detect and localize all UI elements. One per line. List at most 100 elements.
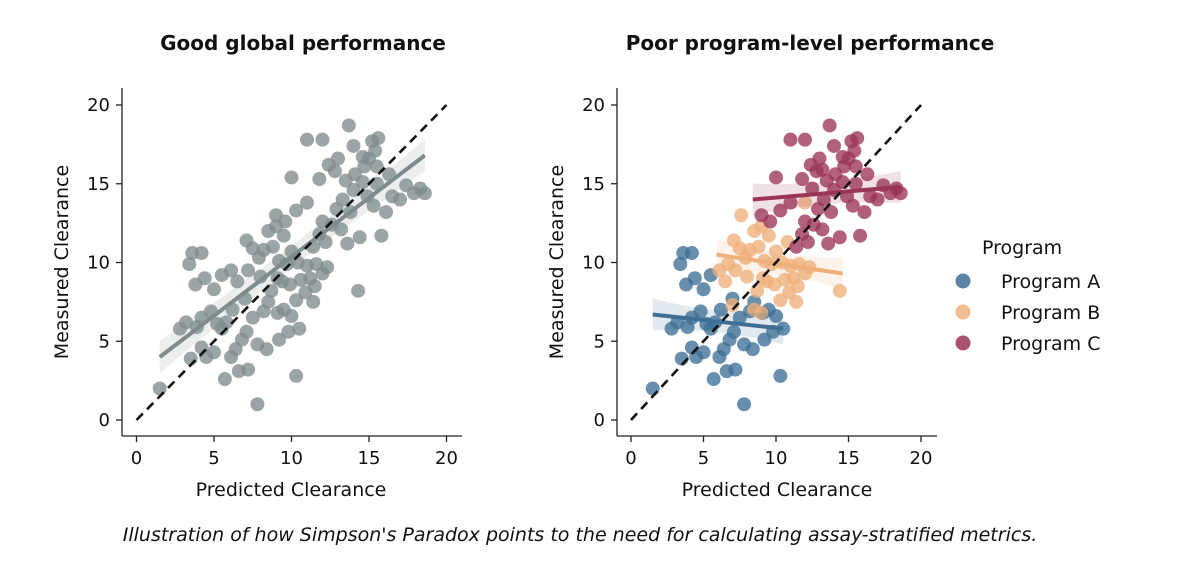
y-tick-label: 15	[87, 174, 110, 195]
point-program-c	[789, 239, 804, 254]
point-program-b	[725, 298, 740, 313]
point-all-programs	[292, 321, 307, 336]
point-program-b	[726, 233, 741, 248]
point-program-b	[740, 269, 754, 284]
point-program-c	[893, 186, 908, 201]
point-all-programs	[289, 203, 304, 218]
point-all-programs	[152, 381, 167, 396]
point-program-c	[816, 192, 831, 207]
legend-marker-program-c	[955, 335, 971, 351]
point-program-c	[773, 203, 788, 218]
point-all-programs	[182, 257, 197, 272]
point-all-programs	[281, 324, 296, 339]
legend-label-program-c: Program C	[1001, 333, 1100, 355]
trend-program-c	[752, 184, 901, 202]
point-program-c	[769, 170, 783, 185]
point-program-a	[769, 309, 783, 324]
point-program-b	[718, 274, 733, 289]
point-program-c	[815, 222, 830, 237]
x-axis-label: Predicted Clearance	[196, 479, 387, 501]
point-program-a	[737, 337, 752, 352]
point-program-a	[719, 364, 734, 379]
identity-line	[135, 104, 448, 421]
panel-global: Good global performance Predicted Cleara…	[51, 31, 462, 501]
point-program-a	[773, 368, 788, 383]
point-all-programs	[331, 151, 345, 166]
trend-all	[158, 153, 427, 359]
figure-caption: Illustration of how Simpson's Paradox po…	[122, 524, 1038, 546]
trend-program-b	[716, 252, 843, 276]
point-program-c	[763, 214, 778, 229]
point-program-a	[684, 246, 699, 261]
point-program-b	[754, 305, 769, 320]
y-axis-label: Measured Clearance	[51, 165, 73, 359]
point-all-programs	[374, 228, 389, 243]
point-all-programs	[224, 263, 239, 278]
point-all-programs	[406, 186, 421, 201]
point-program-a	[712, 350, 727, 364]
y-tick-label: 10	[582, 253, 605, 274]
y-axis-label: Measured Clearance	[546, 165, 568, 359]
point-program-a	[696, 345, 711, 360]
legend-marker-program-b	[955, 304, 971, 320]
point-all-programs	[239, 324, 254, 339]
x-tick-label: 5	[698, 448, 709, 469]
point-program-a	[693, 304, 708, 319]
point-all-programs	[276, 228, 291, 243]
point-all-programs	[352, 230, 367, 245]
trend-lines	[630, 104, 922, 421]
point-program-c	[848, 176, 863, 191]
point-program-b	[769, 244, 783, 259]
axis-ticks: 0 5 10 15 20 0 5 10 15 20	[582, 88, 937, 469]
point-all-programs	[265, 239, 280, 254]
y-tick-label: 5	[99, 331, 110, 352]
point-program-a	[732, 310, 747, 325]
point-all-programs	[355, 175, 370, 190]
point-all-programs	[230, 274, 245, 289]
point-program-b	[751, 239, 766, 254]
x-tick-label: 10	[280, 448, 303, 469]
point-program-c	[812, 151, 827, 166]
point-program-c	[795, 172, 810, 187]
x-tick-label: 5	[208, 448, 219, 469]
x-tick-label: 10	[765, 448, 788, 469]
point-all-programs	[300, 132, 314, 147]
point-all-programs	[194, 246, 209, 261]
point-all-programs	[320, 260, 335, 275]
point-program-c	[853, 228, 868, 243]
x-tick-label: 0	[625, 448, 636, 469]
point-all-programs	[293, 272, 308, 287]
point-program-c	[860, 167, 875, 182]
x-tick-label: 20	[435, 448, 458, 469]
point-all-programs	[207, 345, 221, 360]
point-all-programs	[219, 315, 234, 330]
point-program-c	[783, 132, 798, 147]
legend-title: Program	[982, 237, 1062, 259]
x-axis-label: Predicted Clearance	[682, 479, 873, 501]
point-program-a	[706, 372, 721, 387]
scatter-points	[152, 118, 432, 412]
point-all-programs	[312, 172, 327, 187]
point-program-a	[673, 257, 688, 272]
point-all-programs	[369, 159, 384, 174]
point-all-programs	[300, 195, 314, 210]
point-program-a	[713, 302, 728, 317]
point-program-b	[789, 294, 804, 309]
point-all-programs	[355, 149, 370, 164]
point-all-programs	[335, 192, 350, 207]
point-all-programs	[346, 183, 361, 198]
legend: Program Program A Program B Program C	[955, 237, 1100, 355]
y-tick-label: 20	[582, 95, 605, 116]
point-all-programs	[298, 285, 313, 300]
point-all-programs	[241, 263, 256, 278]
point-all-programs	[217, 372, 232, 387]
trend-program-a	[652, 312, 784, 331]
point-all-programs	[417, 186, 432, 201]
point-program-c	[805, 181, 820, 196]
legend-label-program-a: Program A	[1001, 271, 1100, 293]
identity-line	[630, 104, 922, 421]
point-all-programs	[334, 222, 349, 237]
point-program-a	[664, 321, 679, 336]
point-program-b	[832, 283, 847, 298]
point-program-c	[827, 138, 841, 153]
